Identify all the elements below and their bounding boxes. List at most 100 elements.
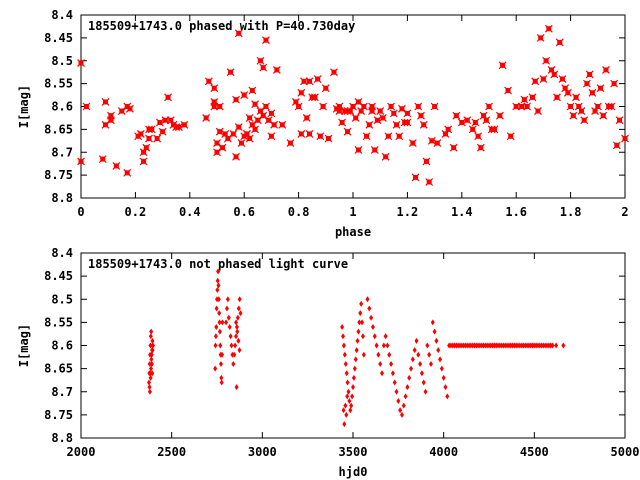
y-tick-label: 8.4 [51, 8, 73, 22]
data-point [471, 118, 480, 127]
data-point [251, 125, 260, 134]
data-point [582, 79, 591, 88]
data-point [101, 120, 110, 129]
data-point [580, 116, 589, 125]
data-point [387, 102, 396, 111]
data-point [302, 114, 311, 122]
data-point [216, 296, 221, 303]
data-point [443, 384, 448, 391]
data-point [482, 116, 491, 125]
data-point [235, 328, 240, 335]
data-point [147, 361, 152, 367]
data-point [365, 120, 374, 129]
data-point [354, 98, 363, 106]
data-point [217, 319, 222, 326]
data-point [213, 365, 218, 372]
y-tick-label: 8.6 [51, 339, 73, 353]
data-point [251, 100, 260, 109]
y-tick-label: 8.55 [44, 77, 73, 91]
data-point [353, 356, 358, 363]
data-point [348, 407, 353, 414]
data-point [498, 61, 507, 70]
data-point [210, 84, 219, 93]
data-point [395, 132, 404, 141]
data-point [343, 361, 348, 367]
data-point [539, 75, 548, 83]
y-axis-top: 8.4 8.45 8.5 8.55 8.6 8.65 8.7 8.75 8.8 [44, 8, 625, 205]
data-point [330, 68, 338, 77]
data-point [240, 91, 249, 99]
data-point [267, 132, 276, 141]
data-point [227, 324, 232, 330]
x-tick-label: 1.4 [451, 205, 473, 219]
data-point [340, 324, 345, 330]
data-point [593, 102, 602, 111]
data-point [374, 342, 379, 349]
data-point [349, 402, 354, 409]
data-point [452, 111, 461, 120]
x-tick-label: 0.8 [288, 205, 310, 219]
data-point [380, 370, 385, 377]
data-point [345, 393, 350, 400]
data-point [148, 342, 153, 349]
data-point [232, 351, 237, 358]
data-point [449, 143, 458, 152]
data-point [344, 411, 349, 418]
data-point [82, 102, 91, 111]
data-point [341, 407, 346, 414]
data-point [536, 33, 545, 42]
data-point [490, 125, 499, 134]
data-point [376, 107, 385, 115]
data-point [422, 157, 431, 166]
x-tick-label: 1.2 [397, 205, 419, 219]
data-point [566, 102, 575, 111]
data-point [248, 86, 257, 95]
data-point [427, 136, 436, 145]
data-point [310, 93, 319, 102]
data-point [180, 120, 189, 129]
data-point [270, 120, 279, 129]
data-point [150, 342, 155, 349]
data-point [234, 319, 239, 326]
data-point [384, 132, 393, 141]
data-point [423, 388, 428, 395]
data-point [362, 132, 371, 141]
data-point [361, 351, 366, 358]
data-point [316, 132, 325, 141]
y-tick-label: 8.7 [51, 145, 73, 159]
data-point [229, 130, 238, 138]
data-point [226, 68, 235, 77]
data-point [358, 310, 363, 317]
data-point [262, 36, 270, 45]
data-point [237, 296, 242, 303]
y-tick-label: 8.8 [51, 191, 73, 205]
data-point [555, 38, 564, 47]
data-point [359, 102, 368, 111]
data-point [544, 24, 553, 33]
data-point [430, 319, 435, 326]
data-point [412, 347, 417, 354]
data-point [245, 134, 254, 143]
data-point [528, 93, 537, 102]
data-point [343, 402, 348, 409]
data-point [577, 107, 586, 115]
data-point [354, 146, 363, 154]
y-tick-label: 8.65 [44, 362, 73, 376]
data-point [569, 111, 578, 120]
data-point [417, 111, 425, 120]
x-tick-label: 2000 [67, 445, 96, 459]
data-point [98, 155, 107, 164]
data-point [531, 77, 540, 86]
data-point [372, 333, 377, 340]
data-point [147, 125, 156, 134]
data-point [215, 287, 220, 293]
data-point [264, 116, 273, 125]
data-point [150, 337, 155, 344]
data-point [253, 116, 262, 125]
data-point [324, 134, 333, 143]
y-axis-label-top: I[mag] [17, 85, 31, 128]
data-point [229, 342, 234, 349]
data-point [149, 356, 154, 363]
data-point [226, 314, 231, 321]
